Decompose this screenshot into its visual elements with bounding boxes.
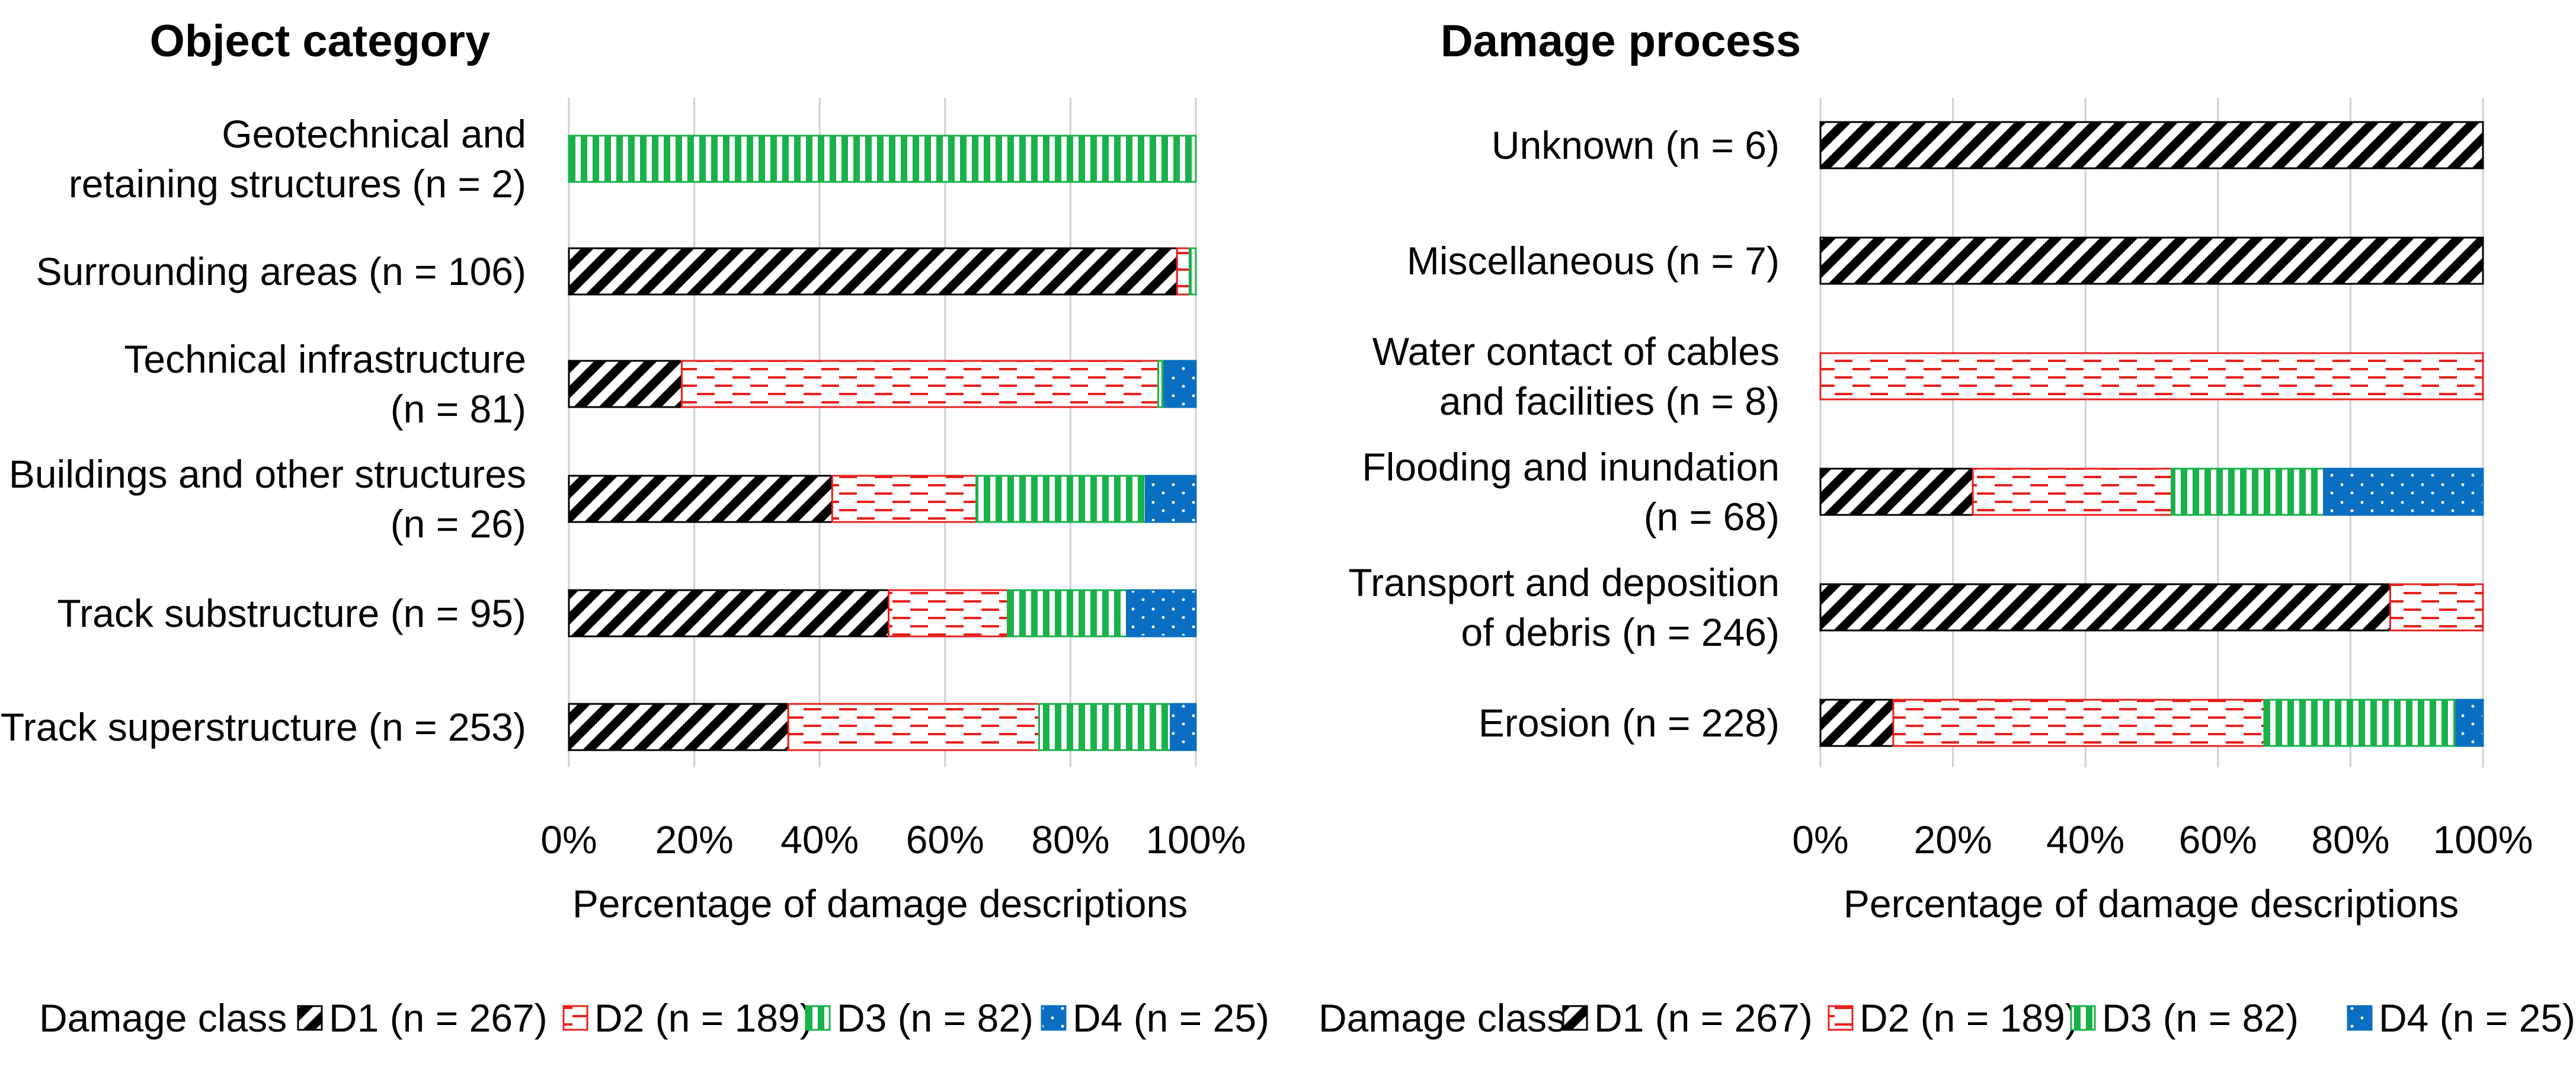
object-category-category-label: Surrounding areas (n = 106) bbox=[36, 249, 526, 293]
damage-process-bar-d1-row-5 bbox=[1819, 583, 2391, 632]
object-category-category-label: Geotechnical and bbox=[222, 112, 526, 156]
legend-left: Damage class D1 (n = 267) D2 (n = 189) D3 (… bbox=[39, 996, 1269, 1040]
damage-process-x-tick-label: 20% bbox=[1914, 818, 1992, 862]
object-category-x-tick-label: 20% bbox=[655, 818, 734, 862]
damage-process-category-label: Water contact of cables bbox=[1372, 329, 1780, 373]
damage-process-category-label: Flooding and inundation bbox=[1362, 445, 1780, 489]
object-category-bar-d1-row-4 bbox=[568, 475, 833, 523]
legend-left-entry-d3: D3 (n = 82) bbox=[837, 996, 1033, 1040]
legend-right-swatch-d4 bbox=[2347, 1005, 2373, 1031]
object-category-bar-d1-row-5 bbox=[568, 589, 890, 638]
damage-process-chart: Damage process Unknown (n = 6) Miscellane… bbox=[1348, 16, 2533, 926]
object-category-x-tick-label: 80% bbox=[1031, 818, 1109, 862]
damage-process-category-label: of debris (n = 246) bbox=[1461, 610, 1780, 654]
damage-process-x-tick-label: 80% bbox=[2311, 818, 2389, 862]
damage-process-bar-d2-row-3 bbox=[1819, 352, 2484, 401]
object-category-bar-d4-row-6 bbox=[1170, 703, 1197, 751]
damage-process-bar-d1-row-4 bbox=[1819, 467, 1974, 516]
damage-process-bar-d1-row-6 bbox=[1819, 699, 1895, 747]
damage-process-category-label: (n = 68) bbox=[1644, 495, 1780, 539]
legend-left-entry-d1: D1 (n = 267) bbox=[329, 996, 548, 1040]
object-category-bar-d2-row-6 bbox=[787, 703, 1041, 751]
damage-process-x-tick-label: 100% bbox=[2433, 818, 2533, 862]
damage-process-title: Damage process bbox=[1441, 16, 1801, 66]
damage-process-bar-d1-row-1 bbox=[1819, 121, 2484, 169]
legend-left-swatch-d3 bbox=[805, 1005, 831, 1031]
damage-process-bar-d3-row-4 bbox=[2171, 467, 2325, 516]
object-category-bar-d2-row-4 bbox=[831, 475, 978, 523]
damage-process-category-label: Miscellaneous (n = 7) bbox=[1407, 239, 1780, 283]
object-category-category-label: Technical infrastructure bbox=[124, 337, 526, 381]
object-category-category-label: (n = 26) bbox=[391, 502, 526, 546]
legend-right-entry-d3: D3 (n = 82) bbox=[2102, 996, 2299, 1040]
damage-process-bar-d2-row-5 bbox=[2389, 583, 2484, 632]
object-category-title: Object category bbox=[150, 16, 490, 66]
object-category-category-label: Track superstructure (n = 253) bbox=[1, 705, 526, 749]
legend-right-swatch-d1 bbox=[1562, 1005, 1588, 1031]
legend-left-entry-d4: D4 (n = 25) bbox=[1073, 996, 1269, 1040]
damage-process-x-tick-label: 0% bbox=[1792, 818, 1848, 862]
object-category-bar-d4-row-5 bbox=[1126, 589, 1197, 638]
legend-right-swatch-d2 bbox=[1828, 1005, 1854, 1031]
legend-right: Damage class D1 (n = 267) D2 (n = 189) D3 (… bbox=[1319, 996, 2575, 1040]
object-category-x-axis-title: Percentage of damage descriptions bbox=[572, 882, 1188, 926]
damage-process-bar-d1-row-2 bbox=[1819, 236, 2484, 285]
object-category-bar-d3-row-6 bbox=[1038, 703, 1172, 751]
object-category-bar-d1-row-2 bbox=[568, 247, 1178, 296]
damage-process-bar-d4-row-4 bbox=[2323, 467, 2484, 516]
legend-left-entry-d2: D2 (n = 189) bbox=[594, 996, 813, 1040]
damage-process-bar-d2-row-4 bbox=[1972, 467, 2173, 516]
damage-process-bar-d3-row-6 bbox=[2263, 699, 2457, 747]
object-category-category-label: retaining structures (n = 2) bbox=[69, 162, 526, 206]
object-category-x-tick-label: 60% bbox=[906, 818, 984, 862]
object-category-bar-d3-row-3 bbox=[1157, 360, 1166, 408]
object-category-bar-d4-row-4 bbox=[1144, 475, 1197, 523]
object-category-bar-d2-row-5 bbox=[888, 589, 1009, 638]
damage-process-x-tick-label: 40% bbox=[2046, 818, 2124, 862]
legend-right-entry-d1: D1 (n = 267) bbox=[1594, 996, 1813, 1040]
damage-process-x-tick-label: 60% bbox=[2179, 818, 2257, 862]
object-category-category-label: Buildings and other structures bbox=[9, 452, 526, 496]
object-category-category-label: (n = 81) bbox=[391, 387, 526, 431]
object-category-bar-d1-row-3 bbox=[568, 360, 683, 408]
object-category-bar-d2-row-3 bbox=[680, 360, 1160, 408]
legend-right-entry-d4: D4 (n = 25) bbox=[2379, 996, 2575, 1040]
object-category-chart: Object category Geotechnical and retainin… bbox=[1, 16, 1246, 926]
legend-right-label: Damage class bbox=[1319, 996, 1566, 1040]
legend-left-swatch-d1 bbox=[297, 1005, 323, 1031]
damage-process-x-axis-title: Percentage of damage descriptions bbox=[1844, 882, 2459, 926]
object-category-bar-d2-row-2 bbox=[1176, 247, 1191, 296]
damage-process-category-label: Transport and deposition bbox=[1348, 561, 1780, 604]
object-category-category-label: Track substructure (n = 95) bbox=[57, 591, 526, 635]
object-category-bar-d4-row-3 bbox=[1163, 360, 1197, 408]
damage-process-bar-d2-row-6 bbox=[1892, 699, 2265, 747]
damage-process-category-label: Erosion (n = 228) bbox=[1479, 701, 1780, 745]
damage-process-category-label: and facilities (n = 8) bbox=[1439, 379, 1780, 423]
damage-process-bar-d4-row-6 bbox=[2455, 699, 2484, 747]
object-category-x-tick-label: 0% bbox=[540, 818, 597, 862]
legend-left-swatch-d4 bbox=[1041, 1005, 1067, 1031]
legend-right-swatch-d3 bbox=[2070, 1005, 2096, 1031]
object-category-bar-d1-row-6 bbox=[568, 703, 789, 751]
object-category-bar-d3-row-5 bbox=[1007, 589, 1128, 638]
object-category-bar-d3-row-2 bbox=[1188, 247, 1197, 296]
object-category-bar-d3-row-1 bbox=[568, 134, 1197, 183]
legend-right-entry-d2: D2 (n = 189) bbox=[1860, 996, 2078, 1040]
object-category-bar-d3-row-4 bbox=[975, 475, 1147, 523]
legend-left-label: Damage class bbox=[39, 996, 287, 1040]
object-category-x-tick-label: 100% bbox=[1146, 818, 1246, 862]
object-category-x-tick-label: 40% bbox=[780, 818, 859, 862]
legend-left-swatch-d2 bbox=[562, 1005, 588, 1031]
damage-process-category-label: Unknown (n = 6) bbox=[1492, 123, 1780, 167]
